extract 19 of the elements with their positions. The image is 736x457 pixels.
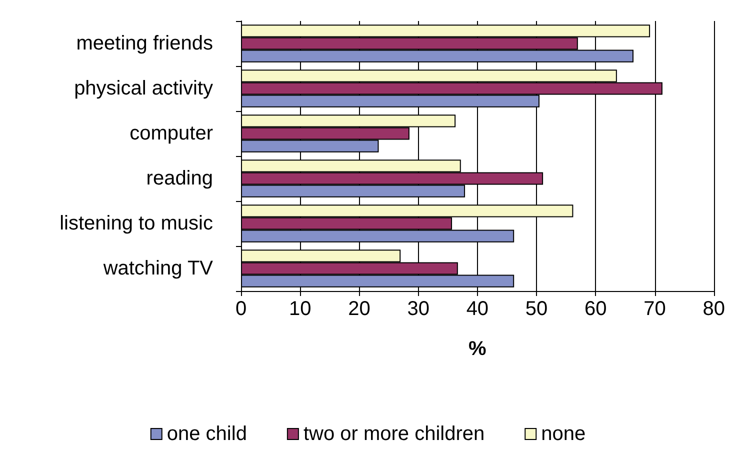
legend-label: none <box>541 423 586 445</box>
x-tick-label: 70 <box>644 298 666 320</box>
x-tick-label: 60 <box>584 298 607 320</box>
legend-label: one child <box>166 423 247 445</box>
legend-label: two or more children <box>303 423 485 445</box>
x-tick-label: 0 <box>235 298 247 320</box>
x-tick-label: 40 <box>466 298 489 320</box>
x-tick-label: 80 <box>702 298 725 320</box>
y-tick-label: reading <box>146 168 213 190</box>
x-tick-label: 10 <box>288 298 312 320</box>
y-tick-label: listening to music <box>60 212 213 234</box>
x-tick-label: 20 <box>348 298 370 320</box>
y-tick-label: computer <box>130 122 214 144</box>
x-axis-title: % <box>468 338 487 360</box>
x-tick-label: 30 <box>407 298 430 320</box>
y-tick-label: physical activity <box>74 78 213 100</box>
y-tick-label: meeting friends <box>76 32 213 54</box>
x-tick-label: 50 <box>525 298 548 320</box>
y-tick-label: watching TV <box>102 258 214 280</box>
